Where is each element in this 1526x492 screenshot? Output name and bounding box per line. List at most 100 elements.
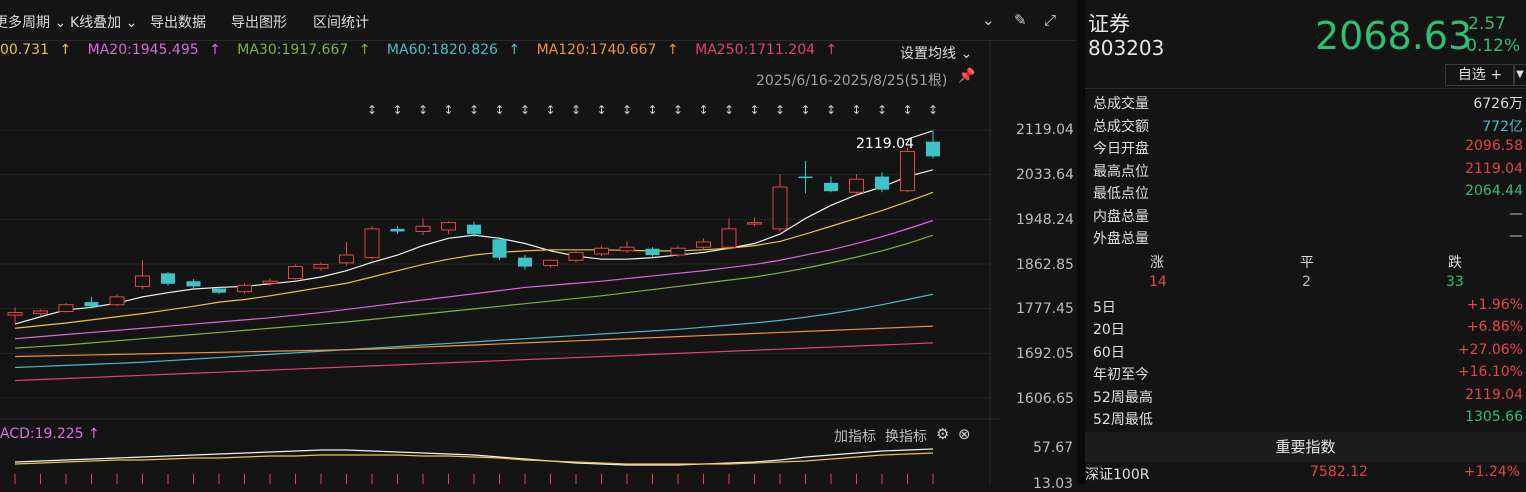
add-to-watchlist-button[interactable]: 自选 + [1445,64,1515,86]
set-ma-button[interactable]: 设置均线 ⌄ [900,46,973,62]
candle-body [58,304,74,313]
candle-body [645,248,660,256]
ma-legend-item: 00.731 ↑ [0,42,72,58]
advancers-label: 涨 [1150,255,1164,271]
macd-y-tick: 13.03 [1033,476,1074,492]
candle-body [135,275,150,287]
panel-divider[interactable] [1077,0,1085,484]
security-name: 证券 [1088,12,1130,36]
gear-icon[interactable]: ⚙ [936,425,950,443]
ma-legend-item: MA20:1945.495 ↑ [87,42,221,58]
period-label: 5日 [1093,300,1116,316]
candle-body [849,178,864,193]
candle-body [619,246,635,252]
signal-marker: ↕ [928,103,938,117]
candle-body [824,182,838,192]
signal-marker: ↕ [571,103,581,117]
ma-line-ma120 [14,325,934,358]
candle-body [339,254,354,264]
candle-body [109,296,125,306]
key-index-header[interactable]: 重要指数 [1085,432,1526,462]
quote-side-panel [1085,0,1526,484]
candle-body [441,222,456,231]
export-data-button[interactable]: 导出数据 [150,15,206,31]
period-label: 52周最高 [1093,390,1153,406]
brush-icon[interactable]: ✎ [1014,11,1027,29]
range-stats-button[interactable]: 区间统计 [313,15,369,31]
stat-row: 内盘总量 — [1093,206,1523,228]
candle-body [415,225,431,232]
y-tick: 2119.04 [1016,122,1074,138]
chevron-down-circle-icon[interactable]: ⌄ [982,11,995,29]
kline-overlay-menu[interactable]: K线叠加 ⌄ [70,15,138,31]
macd-y-tick: 57.67 [1033,440,1074,456]
index-name: 深证100R [1085,467,1150,483]
watchlist-dropdown-icon[interactable]: ▼ [1513,64,1526,86]
peak-pointer [904,130,933,141]
macd-dea-line [14,452,934,465]
signal-marker: ↕ [877,103,887,117]
price-change: -2.57 [1462,14,1506,34]
period-value: 2119.04 [1465,387,1523,403]
export-chart-button[interactable]: 导出图形 [231,15,287,31]
candle-body [670,247,686,256]
macd-dif-line [14,448,934,466]
candle-body [390,228,405,232]
candle-body [696,241,711,248]
ma-legend: 00.731 ↑ MA20:1945.495 ↑ MA30:1917.667 ↑… [0,42,849,62]
signal-marker: ↕ [851,103,861,117]
candle-body [721,228,737,248]
fullscreen-icon[interactable]: ⤢ [1044,11,1057,29]
index-row[interactable]: 深证100R 7582.12 +1.24% [1085,462,1526,484]
signal-marker: ↕ [647,103,657,117]
signal-marker: ↕ [775,103,785,117]
stat-label: 今日开盘 [1093,141,1149,157]
index-value: 7582.12 [1310,464,1368,480]
period-label: 20日 [1093,322,1125,338]
more-periods-menu[interactable]: 更多周期 ⌄ [0,15,67,31]
swap-indicator-button[interactable]: 换指标 [885,429,927,445]
candle-body [288,266,303,280]
period-value: +1.96% [1466,297,1523,313]
add-indicator-button[interactable]: 加指标 [834,429,876,445]
candle-body [7,312,23,316]
y-tick: 1692.05 [1016,346,1074,362]
chart-toolbar: 更多周期 ⌄ K线叠加 ⌄ 导出数据 导出图形 区间统计 ⌄ ✎ ⤢ [0,0,1075,41]
pin-icon[interactable]: 📌 [958,68,976,84]
ma-legend-item: MA60:1820.826 ↑ [386,42,521,58]
candle-body [186,281,201,287]
signal-marker: ↕ [494,103,504,117]
ma-line-ma5 [14,169,934,325]
signal-marker: ↕ [596,103,606,117]
period-value: +27.06% [1457,342,1523,358]
stat-label: 内盘总量 [1093,209,1149,225]
candle-body [518,257,532,267]
date-range-label: 2025/6/16-2025/8/25(51根) [756,73,948,89]
stat-row: 总成交量 6726万 [1093,93,1523,115]
y-tick: 2033.64 [1016,167,1074,183]
close-icon[interactable]: ⊗ [958,425,971,443]
index-pct: +1.24% [1463,464,1520,480]
signal-marker: ↕ [902,103,912,117]
signal-marker: ↕ [367,103,377,117]
candle-body [161,273,175,284]
y-tick: 1948.24 [1016,212,1074,228]
period-return-row: 52周最高 2119.04 [1093,387,1523,409]
stat-row: 最低点位 2064.44 [1093,183,1523,205]
period-return-row: 60日 +27.06% [1093,342,1523,364]
kline-chart-panel: 更多周期 ⌄ K线叠加 ⌄ 导出数据 导出图形 区间统计 ⌄ ✎ ⤢ 00.73… [0,0,1075,492]
signal-marker: ↕ [520,103,530,117]
stat-label: 最高点位 [1093,164,1149,180]
candle-body [364,228,380,259]
signal-marker: ↕ [826,103,836,117]
candle-body [772,186,788,230]
period-value: +6.86% [1466,319,1523,335]
kline-plot[interactable]: ↕ ↕ ↕ ↕ ↕ ↕ ↕ ↕ ↕ ↕ ↕ ↕ ↕ ↕ ↕ ↕ ↕ ↕ ↕ ↕ ↕ ↕ ↕ [0,0,1000,484]
candle-body [543,259,558,266]
stat-value: — [1509,206,1523,222]
period-return-row: 5日 +1.96% [1093,297,1523,319]
stat-value: 2064.44 [1465,183,1523,199]
period-return-row: 52周最低 1305.66 [1093,409,1523,431]
candle-body [237,284,252,293]
stat-value: 772亿 [1482,119,1523,135]
